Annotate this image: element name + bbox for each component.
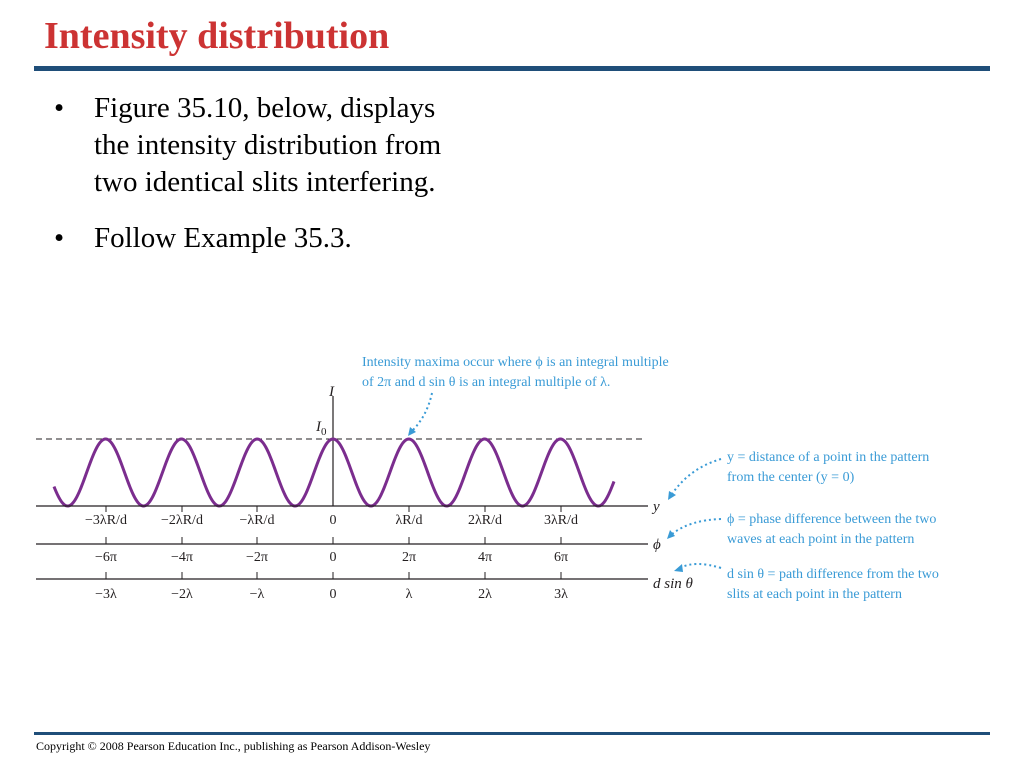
path-tick-label: 2λ <box>478 587 492 602</box>
path-pointer-arrow <box>679 563 722 569</box>
y-pointer-arrow <box>671 458 722 495</box>
path-tick-marks <box>105 572 562 579</box>
path-tick-label: λ <box>406 587 413 602</box>
path-tick-label: 3λ <box>554 587 568 602</box>
y-tick-label: −3λR/d <box>85 513 127 528</box>
phase-axis-row: ϕ −6π −4π −2π 0 2π 4π 6π <box>36 537 661 565</box>
path-note-line: slits at each point in the pattern <box>727 587 902 602</box>
maxima-note-line: Intensity maxima occur where ϕ is an int… <box>362 355 669 370</box>
bullet-line: the intensity distribution from <box>94 129 442 161</box>
path-difference-axis-row: d sin θ −3λ −2λ −λ 0 λ 2λ 3λ <box>36 572 694 602</box>
bullet-list: • Figure 35.10, below, displays the inte… <box>54 90 534 276</box>
phase-tick-label: −6π <box>95 550 117 565</box>
phase-tick-label: −2π <box>246 550 268 565</box>
intensity-axis-label: I <box>328 384 335 400</box>
y-tick-label: λR/d <box>395 513 422 528</box>
slide-title: Intensity distribution <box>44 15 390 57</box>
bullet-line: Figure 35.10, below, displays <box>94 92 436 124</box>
phase-tick-label: 4π <box>478 550 492 565</box>
path-note-line: d sin θ = path difference from the two <box>727 567 939 582</box>
intensity-figure: I I0 y −3λR/d −2λR/d −λR/d 0 λR/d 2λR/d … <box>36 355 939 602</box>
y-tick-label: −λR/d <box>240 513 275 528</box>
phase-tick-label: 2π <box>402 550 416 565</box>
phase-axis-label: ϕ <box>653 537 661 553</box>
bullet-line: Follow Example 35.3. <box>94 222 352 254</box>
intensity-curve <box>52 437 616 508</box>
title-underline <box>34 66 990 71</box>
y-arrowhead <box>668 491 676 500</box>
y-tick-label: 2λR/d <box>468 513 502 528</box>
phase-note-line: ϕ = phase difference between the two <box>727 512 936 527</box>
path-arrowhead <box>674 564 683 572</box>
phase-tick-marks <box>105 537 562 544</box>
bullet-line: two identical slits interfering. <box>94 166 436 198</box>
y-note-line: from the center (y = 0) <box>727 470 855 485</box>
maxima-note-line: of 2π and d sin θ is an integral multipl… <box>362 375 610 390</box>
bullet-marker: • <box>54 222 65 254</box>
y-axis-label: y <box>651 499 660 515</box>
path-tick-label: 0 <box>330 587 337 602</box>
maxima-annotation: Intensity maxima occur where ϕ is an int… <box>362 355 669 436</box>
y-annotation: y = distance of a point in the pattern f… <box>668 450 929 500</box>
phase-note-line: waves at each point in the pattern <box>727 532 914 547</box>
phase-annotation: ϕ = phase difference between the two wav… <box>667 512 936 547</box>
bullet-item: • Figure 35.10, below, displays the inte… <box>54 90 534 201</box>
path-difference-axis-label: d sin θ <box>653 576 694 592</box>
footer-rule <box>34 732 990 735</box>
maxima-pointer-arrow <box>411 392 433 432</box>
peak-intensity-label: I0 <box>315 419 327 438</box>
path-tick-label: −2λ <box>171 587 193 602</box>
phase-arrowhead <box>667 530 675 539</box>
path-difference-annotation: d sin θ = path difference from the two s… <box>674 563 939 602</box>
phase-tick-label: −4π <box>171 550 193 565</box>
y-axis-row: y −3λR/d −2λR/d −λR/d 0 λR/d 2λR/d 3λR/d <box>36 499 660 528</box>
maxima-arrowhead <box>408 427 416 436</box>
path-tick-label: −λ <box>250 587 265 602</box>
phase-tick-label: 0 <box>330 550 337 565</box>
copyright-notice: Copyright © 2008 Pearson Education Inc.,… <box>36 739 431 753</box>
y-tick-label: 3λR/d <box>544 513 578 528</box>
y-note-line: y = distance of a point in the pattern <box>727 450 929 465</box>
y-tick-marks <box>105 506 562 512</box>
y-tick-label: −2λR/d <box>161 513 203 528</box>
path-tick-label: −3λ <box>95 587 117 602</box>
y-tick-label: 0 <box>330 513 337 528</box>
phase-pointer-arrow <box>671 518 722 535</box>
bullet-item: • Follow Example 35.3. <box>54 220 534 257</box>
bullet-marker: • <box>54 92 65 124</box>
phase-tick-label: 6π <box>554 550 568 565</box>
